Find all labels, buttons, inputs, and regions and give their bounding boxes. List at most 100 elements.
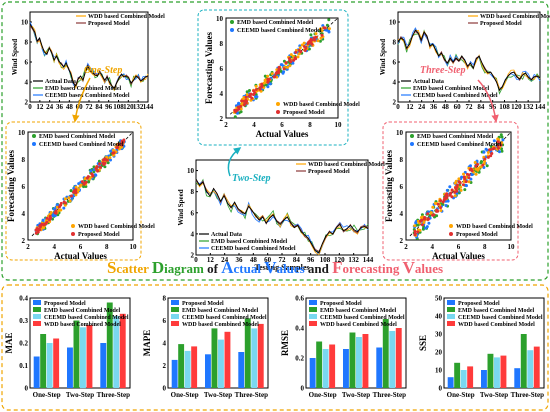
y-tick-label: 6 [22,183,26,191]
point-wdd [302,41,306,45]
y-axis-label: Wind Speed [11,39,19,75]
point-ceemd [237,101,241,105]
point-emd [84,185,88,188]
bar [46,343,53,388]
point-ceemd [482,150,486,154]
title-part: ctual [234,261,265,276]
legend-swatch [447,307,455,312]
point-ceemd [327,30,331,34]
legend-label: CEEMD based Combined Model [39,142,124,148]
legend-label: EMD based Combined Model [237,20,314,26]
bar [113,316,120,388]
point-wdd [474,167,478,171]
bar-chart-bar_mae: 0 0.1 0.2 0.3 0.4 MAE One-Step Two-Step Three-St… [4,295,131,399]
point-ceemd [55,203,59,207]
x-axis-label: Actual Values [256,129,309,139]
point-wdd [500,141,504,145]
point-proposed [481,163,485,167]
point-emd [307,47,311,51]
x-tick-label: Three-Step [235,391,268,399]
point-proposed [464,180,468,184]
legend-label: CEEMD based Combined Model [413,93,498,99]
x-tick-label: 2 [404,243,408,251]
y-axis-label: MAPE [142,330,152,357]
bar [494,357,500,388]
point-proposed [490,152,494,155]
bar [119,313,126,389]
point-wdd [63,197,67,201]
x-tick-label: One-Step [171,391,199,399]
title-part: catter [116,261,151,276]
bar [389,331,396,388]
point-proposed [416,230,420,234]
y-tick-label: 2 [191,252,195,260]
point-proposed [307,40,311,44]
legend-marker [230,20,234,24]
title-part: iagram [164,261,207,276]
x-tick-label: 144 [535,103,546,111]
point-emd [327,18,331,22]
bar [533,346,540,388]
point-proposed [274,72,278,76]
point-wdd [63,203,67,207]
point-ceemd [41,218,45,222]
point-ceemd [281,71,285,75]
x-tick-label: 6 [79,243,83,251]
point-ceemd [266,85,270,89]
point-proposed [303,49,307,52]
x-tick-label: 24 [221,256,229,264]
point-wdd [67,196,71,200]
point-wdd [266,74,270,78]
bar [343,349,349,388]
x-tick-label: 0 [28,103,32,111]
series-line-actual [195,178,369,254]
arrow-two-step [227,147,242,177]
point-wdd [483,160,487,163]
point-proposed [461,183,465,187]
legend-label: Proposed Model [78,232,120,238]
legend-label: WDD based Combined Model [88,14,165,20]
y-tick-label: 6 [400,183,404,191]
point-wdd [239,107,243,111]
legend-label: Proposed Model [320,301,362,307]
point-ceemd [446,199,450,203]
point-wdd [496,137,500,141]
point-emd [87,180,91,184]
legend-label: EMD based Combined Model [211,239,288,245]
bar [376,347,383,388]
y-tick-label: 8 [400,156,404,164]
point-proposed [250,96,254,100]
y-tick-label: 2 [22,237,26,245]
x-tick-label: Three-Step [511,391,544,399]
legend-label: EMD based Combined Model [39,134,116,140]
y-tick-label: 0.4 [19,295,28,303]
y-tick-label: 4 [22,210,26,218]
x-tick-label: 4 [53,243,57,251]
point-wdd [418,228,422,232]
x-tick-label: 132 [133,103,144,111]
x-tick-label: 8 [483,243,487,251]
point-proposed [267,77,271,81]
point-proposed [492,146,496,150]
point-proposed [465,172,469,176]
legend-swatch [171,307,179,312]
point-proposed [496,144,500,148]
x-tick-label: 60 [76,103,84,111]
title-part: A [221,258,234,277]
point-emd [318,39,322,43]
x-tick-label: 10 [335,121,343,129]
y-tick-label: 50 [435,295,443,303]
legend-label: EMD based Combined Model [182,308,259,314]
x-tick-label: One-Step [33,391,61,399]
point-proposed [443,196,447,200]
point-wdd [300,43,304,47]
title-part: D [152,258,164,277]
x-tick-label: 132 [348,256,359,264]
point-wdd [453,194,457,198]
legend-marker [276,102,280,106]
x-tick-label: 48 [250,256,258,264]
legend-swatch [33,300,41,305]
point-wdd [413,224,417,228]
bar [395,328,402,388]
